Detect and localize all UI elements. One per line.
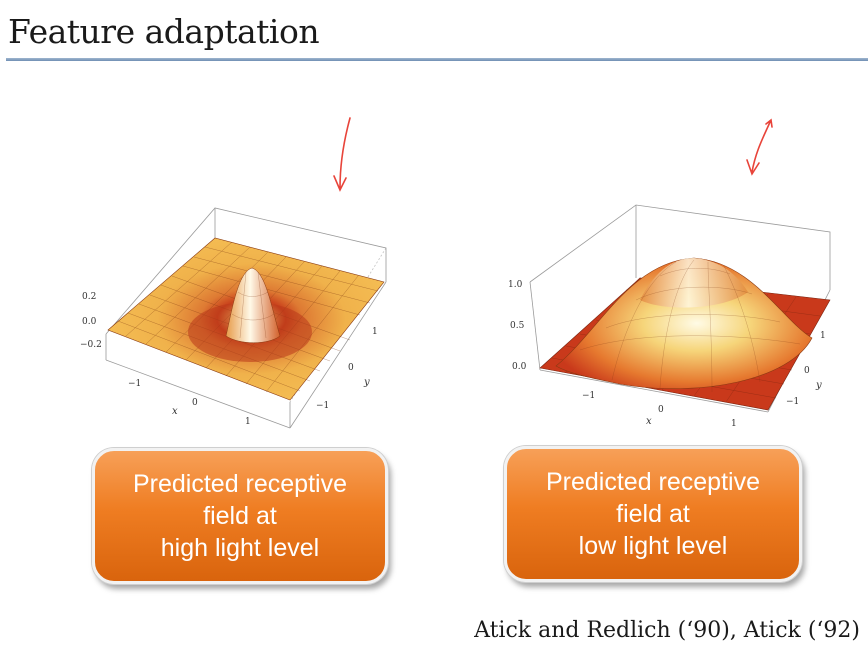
caption-line: Predicted receptive [545, 468, 760, 496]
left-x-tick: −1 [128, 379, 141, 389]
caption-line: low light level [578, 532, 728, 560]
annotation-arrow-icon [746, 118, 773, 176]
right-z-tick: 0.5 [510, 321, 525, 331]
left-y-tick: −1 [316, 401, 329, 411]
left-y-tick: 0 [348, 363, 354, 373]
right-y-label: y [815, 380, 822, 391]
right-x-tick: −1 [582, 391, 595, 401]
annotation-arrow-icon [333, 117, 351, 192]
right-z-tick: 0.0 [512, 362, 527, 372]
caption-line: field at [203, 502, 277, 530]
right-dome [555, 257, 813, 389]
left-plot-box [105, 207, 387, 429]
left-y-tick: 1 [372, 327, 378, 337]
left-z-tick: 0.0 [82, 317, 97, 327]
left-x-tick: 1 [245, 417, 251, 427]
caption-high-light: Predicted receptive field at high light … [92, 448, 388, 584]
caption-line: field at [616, 500, 690, 528]
right-x-tick: 1 [731, 419, 737, 429]
caption-line: Predicted receptive [132, 470, 347, 498]
caption-line: high light level [160, 534, 320, 562]
left-z-tick: 0.2 [82, 292, 96, 302]
title-divider [6, 58, 868, 61]
left-x-tick: 0 [192, 398, 198, 408]
right-y-tick: 0 [804, 366, 810, 376]
right-y-tick: 1 [820, 331, 826, 341]
right-x-tick: 0 [658, 405, 664, 415]
citation: Atick and Redlich (‘90), Atick (‘92) [474, 618, 860, 643]
left-peak [225, 267, 281, 343]
right-y-tick: −1 [786, 397, 799, 407]
slide-title: Feature adaptation [8, 12, 320, 51]
caption-low-light: Predicted receptive field at low light l… [504, 446, 802, 582]
right-x-label: x [646, 416, 652, 427]
left-z-tick: −0.2 [80, 340, 102, 350]
left-x-label: x [172, 406, 178, 417]
left-y-label: y [363, 377, 370, 388]
right-z-tick: 1.0 [508, 280, 523, 290]
